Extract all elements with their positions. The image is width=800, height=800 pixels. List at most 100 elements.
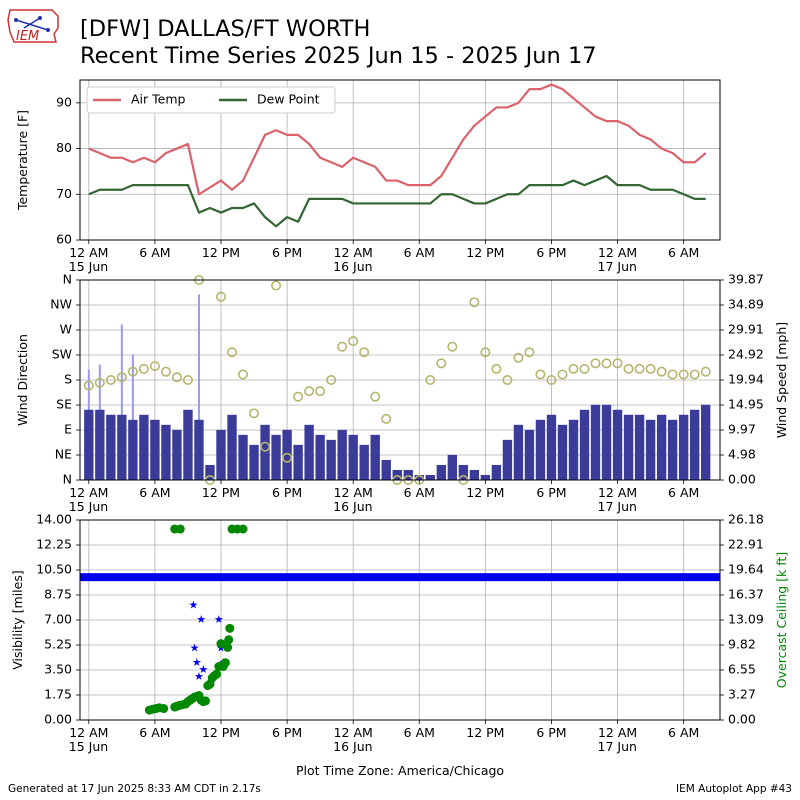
x-tick-label: 6 AM xyxy=(404,725,435,740)
wind-speed-bar xyxy=(546,414,557,480)
x-tick-label: 12 PM xyxy=(202,245,240,260)
x-date-label: 15 Jun xyxy=(69,739,108,754)
axes-frame xyxy=(79,79,721,241)
wind-speed-bar xyxy=(568,419,579,480)
wind-speed-bar xyxy=(601,404,612,480)
wind-speed-bar xyxy=(337,429,347,480)
logo-text: IEM xyxy=(16,29,39,44)
wind-speed-bar xyxy=(315,434,325,480)
dew-point-line xyxy=(88,174,706,228)
wind-direction-point xyxy=(667,369,678,380)
y2-tick-label: 24.92 xyxy=(728,347,764,362)
x-axis-label: Plot Time Zone: America/Chicago xyxy=(295,763,505,778)
y2-tick-label: 19.64 xyxy=(728,562,764,577)
legend-air-temp-label: Air Temp xyxy=(131,92,186,107)
ceiling-point xyxy=(220,658,230,668)
wind-direction-point xyxy=(590,358,601,369)
wind-speed-bar xyxy=(491,464,502,480)
wind-speed-bar xyxy=(700,404,711,480)
x-tick-label: 12 AM xyxy=(334,485,373,500)
wind-speed-bar xyxy=(84,409,94,480)
wind-direction-point xyxy=(502,374,513,385)
wind-speed-bar xyxy=(557,424,568,480)
x-tick-label: 6 AM xyxy=(668,245,699,260)
wind-direction-point xyxy=(557,369,568,380)
x-tick-label: 12 PM xyxy=(466,485,504,500)
visibility-point: ★ xyxy=(194,670,204,683)
x-tick-label: 6 AM xyxy=(404,485,435,500)
y2-tick-label: 22.91 xyxy=(728,537,764,552)
y2-tick-label: 9.97 xyxy=(728,422,756,437)
wind-direction-point xyxy=(105,374,116,385)
wind-speed-bar xyxy=(656,414,667,480)
wind-direction-point xyxy=(700,366,711,377)
wind-speed-bar xyxy=(579,409,590,480)
wind-direction-point xyxy=(94,377,105,388)
y-tick-label: 1.75 xyxy=(44,687,72,702)
visibility-point: ★ xyxy=(214,613,224,626)
wind-speed-bar xyxy=(392,469,402,480)
wind-direction-point xyxy=(149,361,160,372)
wind-direction-point xyxy=(678,369,689,380)
wind-speed-bar xyxy=(183,409,193,480)
wind-direction-point xyxy=(304,386,315,397)
x-tick-label: 6 AM xyxy=(668,725,699,740)
y-tick-label: E xyxy=(64,422,72,437)
y-tick-label: 3.50 xyxy=(44,662,72,677)
visibility-point: ★ xyxy=(198,663,208,676)
wind-direction-point xyxy=(215,291,226,302)
wind-speed-bar xyxy=(304,424,314,480)
wind-speed-bar xyxy=(117,414,127,480)
x-tick-label: 6 PM xyxy=(272,245,302,260)
y2-tick-label: 13.09 xyxy=(728,612,764,627)
wind-speed-bar xyxy=(458,464,469,480)
y-tick-label: NW xyxy=(50,297,72,312)
wind-speed-bar xyxy=(271,434,281,480)
wind-direction-point xyxy=(83,380,94,391)
wind-speed-bar xyxy=(205,464,215,480)
wind-speed-bar xyxy=(293,444,303,480)
ceiling-point xyxy=(225,623,235,633)
ceiling-point xyxy=(216,639,226,649)
y-tick-label: SW xyxy=(52,347,72,362)
wind-speed-bar xyxy=(249,444,259,480)
wind-direction-point xyxy=(546,374,557,385)
wind-direction-point xyxy=(689,369,700,380)
wind-speed-bar xyxy=(634,414,645,480)
wind-speed-bar xyxy=(667,419,678,480)
chart-title-line-2: Recent Time Series 2025 Jun 15 - 2025 Ju… xyxy=(80,43,597,69)
logo-node xyxy=(46,28,50,32)
y-tick-label: W xyxy=(60,322,72,337)
wind-speed-bar xyxy=(513,424,524,480)
wind-speed-bar xyxy=(403,469,413,480)
wind-direction-point xyxy=(656,366,667,377)
wind-speed-bar xyxy=(678,414,689,480)
wind-gust-bar xyxy=(197,294,200,480)
wind-speed-bar xyxy=(414,474,424,480)
wind-direction-point xyxy=(138,363,149,374)
logo-node xyxy=(14,18,18,22)
y2-tick-label: 9.82 xyxy=(728,637,756,652)
wind-direction-point xyxy=(315,386,326,397)
logo-link-line xyxy=(15,19,49,31)
x-tick-label: 6 AM xyxy=(668,485,699,500)
wind-speed-bar xyxy=(447,454,458,480)
wind-speed-bar xyxy=(172,429,182,480)
wind-speed-bar xyxy=(436,464,446,480)
y-axis-label: Temperature [F] xyxy=(15,110,30,211)
wind-direction-point xyxy=(160,366,171,377)
wind-speed-bar xyxy=(612,409,623,480)
iem-logo: IEM xyxy=(7,9,59,44)
wind-direction-point xyxy=(271,280,282,291)
wind-speed-bar xyxy=(282,429,292,480)
wind-direction-point xyxy=(568,363,579,374)
generated-timestamp: Generated at 17 Jun 2025 8:33 AM CDT in … xyxy=(8,783,261,795)
wind-speed-bar xyxy=(194,419,204,480)
legend-box xyxy=(86,86,336,114)
wind-direction-point xyxy=(513,352,524,363)
visibility-point: ★ xyxy=(189,599,199,612)
wind-direction-point xyxy=(491,363,502,374)
ceiling-point xyxy=(175,524,185,534)
wind-direction-point xyxy=(127,366,138,377)
wind-direction-point xyxy=(480,347,491,358)
